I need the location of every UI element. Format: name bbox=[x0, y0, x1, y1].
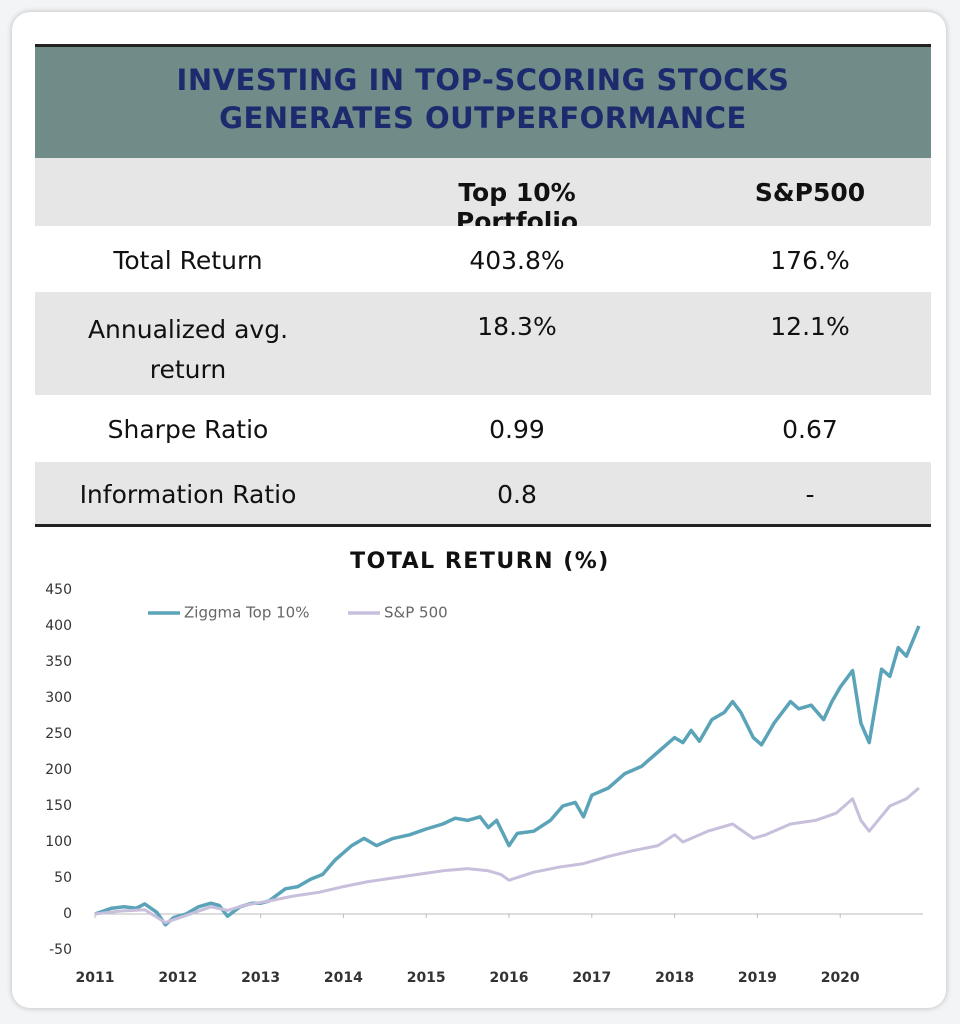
cell: - bbox=[805, 480, 815, 509]
table-row: Information Ratio 0.8 - bbox=[35, 462, 931, 527]
row-label: Sharpe Ratio bbox=[107, 415, 269, 444]
y-tick-label: -50 bbox=[49, 942, 72, 958]
series-line bbox=[94, 786, 920, 925]
x-tick-label: 2017 bbox=[572, 970, 611, 986]
legend-label: Ziggma Top 10% bbox=[184, 604, 309, 622]
x-tick-label: 2020 bbox=[821, 970, 860, 986]
table-row: Sharpe Ratio 0.99 0.67 bbox=[35, 395, 931, 462]
x-tick-label: 2019 bbox=[738, 970, 777, 986]
y-tick-label: 400 bbox=[45, 618, 72, 634]
series-line bbox=[94, 625, 921, 927]
cell: 176.% bbox=[770, 246, 850, 275]
title-line: INVESTING IN TOP-SCORING STOCKS bbox=[176, 63, 790, 97]
cell: 403.8% bbox=[469, 246, 565, 275]
y-tick-label: 200 bbox=[45, 762, 72, 778]
x-tick-label: 2012 bbox=[158, 970, 197, 986]
x-tick-label: 2018 bbox=[655, 970, 694, 986]
y-tick-label: 100 bbox=[45, 834, 72, 850]
table-header: Top 10% Portfolio S&P500 bbox=[35, 158, 931, 236]
column-header: S&P500 bbox=[754, 178, 866, 207]
cell: 0.8 bbox=[497, 480, 537, 509]
x-tick-label: 2015 bbox=[407, 970, 446, 986]
row-label: Annualized avg. return bbox=[87, 315, 289, 384]
cell: 12.1% bbox=[770, 312, 850, 341]
title-line: GENERATES OUTPERFORMANCE bbox=[219, 101, 747, 135]
x-tick-label: 2014 bbox=[324, 970, 363, 986]
y-tick-label: 150 bbox=[45, 798, 72, 814]
y-tick-label: 350 bbox=[45, 654, 72, 670]
table-row: Annualized avg. return 18.3% 12.1% bbox=[35, 292, 931, 395]
x-tick-label: 2016 bbox=[490, 970, 529, 986]
x-tick-label: 2013 bbox=[241, 970, 280, 986]
y-tick-label: 300 bbox=[45, 690, 72, 706]
y-tick-label: 50 bbox=[54, 870, 72, 886]
legend-label: S&P 500 bbox=[384, 604, 448, 622]
cell: 0.99 bbox=[489, 415, 545, 444]
y-tick-label: 450 bbox=[45, 582, 72, 598]
cell: 0.67 bbox=[782, 415, 838, 444]
header: INVESTING IN TOP-SCORING STOCKS GENERATE… bbox=[35, 44, 931, 158]
table-row: Total Return 403.8% 176.% bbox=[35, 226, 931, 292]
cell: 18.3% bbox=[477, 312, 557, 341]
y-tick-label: 0 bbox=[63, 906, 72, 922]
row-label: Information Ratio bbox=[79, 480, 297, 509]
x-tick-label: 2011 bbox=[76, 970, 115, 986]
y-tick-label: 250 bbox=[45, 726, 72, 742]
row-label: Total Return bbox=[113, 246, 263, 275]
chart-title: TOTAL RETURN (%) bbox=[350, 549, 610, 574]
